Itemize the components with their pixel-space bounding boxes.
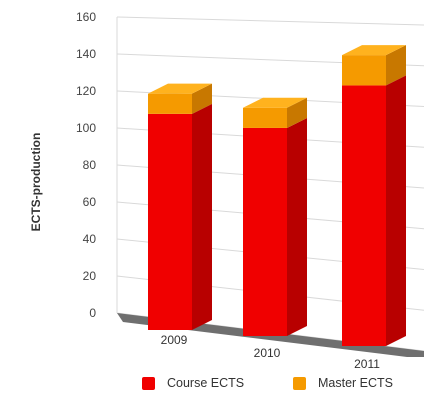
x-tick-label: 2010 — [254, 346, 281, 360]
bar-side — [287, 97, 307, 128]
y-tick-label: 60 — [83, 195, 97, 209]
legend-swatch-master — [293, 376, 306, 390]
bar-side — [192, 103, 212, 330]
bar — [148, 93, 192, 114]
bar-side — [287, 117, 307, 336]
y-tick-label: 0 — [89, 306, 96, 320]
y-tick-label: 40 — [83, 232, 97, 246]
legend-item-course: Course ECTS — [142, 376, 244, 390]
legend-label-master: Master ECTS — [318, 376, 394, 390]
x-tick-label: 2009 — [161, 333, 188, 347]
x-tick-label: 2011 — [354, 357, 380, 371]
y-tick-label: 140 — [76, 47, 96, 61]
bar — [243, 127, 287, 336]
bar-side — [192, 83, 212, 114]
legend-label-course: Course ECTS — [167, 376, 245, 390]
bar — [243, 107, 287, 128]
y-tick-label: 20 — [83, 269, 97, 283]
bar-side — [386, 75, 406, 347]
x-axis-categories: 2009 2010 2011 — [161, 333, 381, 371]
bar — [342, 85, 386, 347]
bar — [148, 113, 192, 330]
y-tick-label: 80 — [83, 158, 97, 172]
bar-side — [386, 45, 406, 86]
bar — [342, 55, 386, 86]
bars — [148, 45, 406, 347]
y-tick-label: 160 — [76, 10, 96, 24]
gridline — [116, 16, 424, 26]
y-tick-label: 100 — [76, 121, 96, 135]
y-axis-ticks: 0 20 40 60 80 100 120 140 160 — [76, 10, 96, 320]
legend-swatch-course — [142, 376, 155, 390]
bar-top — [243, 97, 307, 108]
legend-item-master: Master ECTS — [293, 376, 393, 390]
y-axis-label: ECTS-production — [29, 133, 43, 232]
bar-top — [342, 45, 406, 56]
bar-top — [148, 83, 212, 94]
legend: Course ECTS Master ECTS — [0, 376, 424, 398]
y-tick-label: 120 — [76, 84, 96, 98]
